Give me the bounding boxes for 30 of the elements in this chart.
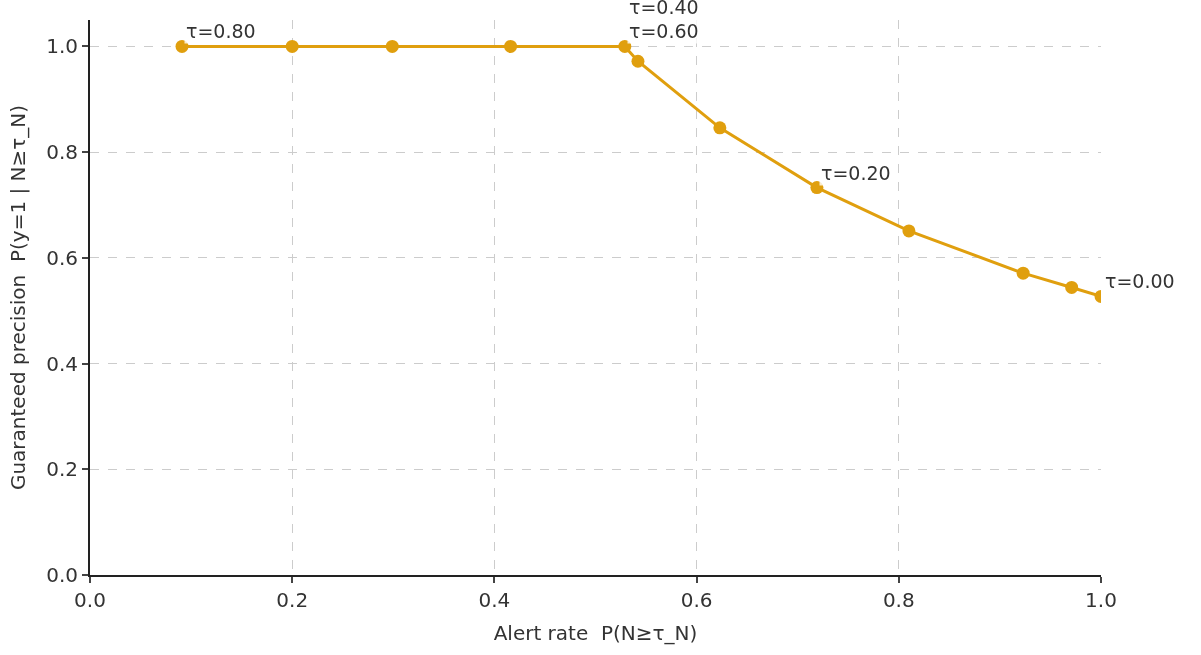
x-tick-label: 0.6: [680, 588, 713, 612]
x-tick-label: 0.4: [478, 588, 511, 612]
point: [385, 39, 399, 53]
annotation: τ=0.80: [186, 20, 256, 42]
point: [285, 39, 299, 53]
annotation: τ=0.40: [629, 0, 699, 18]
annotation: τ=0.20: [821, 162, 891, 184]
y-tick-label: 1.0: [46, 34, 78, 59]
y-tick-label: 0.6: [46, 245, 78, 270]
x-tick-label: 0.8: [882, 588, 915, 612]
point: [631, 54, 645, 68]
point: [902, 224, 916, 238]
x-tick-label: 1.0: [1085, 588, 1117, 612]
x-axis-title: Alert rate P(N≥τ_N): [493, 621, 698, 645]
x-tick-label: 0.0: [74, 588, 106, 612]
point: [504, 39, 518, 53]
y-tick-label: 0.0: [46, 563, 78, 587]
point: [618, 39, 632, 53]
x-tick-label: 0.2: [276, 588, 309, 612]
y-tick-label: 0.4: [46, 351, 78, 376]
point: [1065, 280, 1079, 294]
point: [810, 181, 824, 195]
y-tick-label: 0.8: [46, 140, 78, 165]
y-tick-label: 0.2: [46, 457, 78, 482]
annotation: τ=0.00: [1105, 270, 1175, 292]
y-axis-title: Guaranteed precision P(y=1 | N≥τ_N): [6, 104, 31, 491]
point: [175, 39, 189, 53]
point: [1016, 266, 1030, 280]
annotation: τ=0.60: [629, 20, 699, 42]
point: [713, 121, 727, 135]
